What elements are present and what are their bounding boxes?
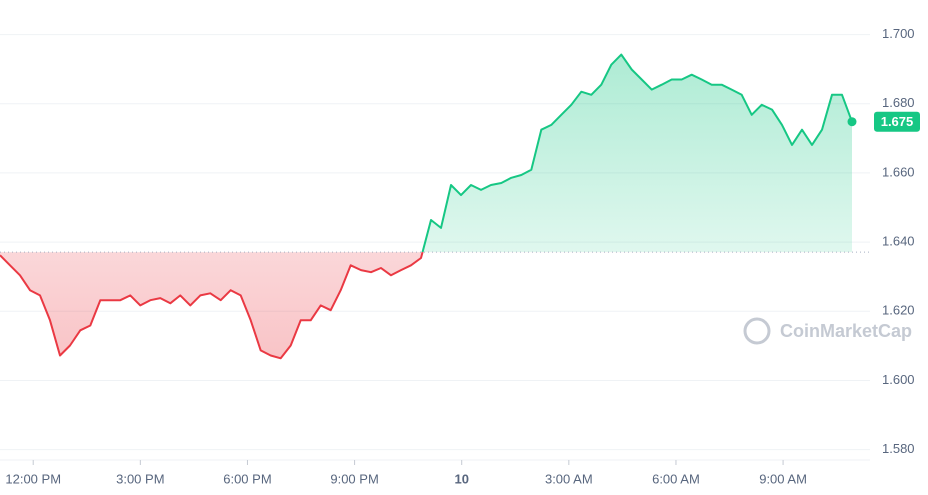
y-tick-label: 1.660	[882, 164, 915, 179]
price-line-up	[421, 53, 853, 253]
x-tick-label: 10	[454, 471, 468, 486]
watermark: CoinMarketCap	[743, 317, 912, 345]
x-tick-label: 6:00 AM	[652, 471, 700, 486]
x-tick-label: 3:00 PM	[116, 471, 164, 486]
watermark-text: CoinMarketCap	[780, 321, 912, 341]
watermark-logo	[743, 317, 771, 345]
x-tick-label: 6:00 PM	[223, 471, 271, 486]
x-tick-label: 9:00 AM	[759, 471, 807, 486]
x-tick-label: 12:00 PM	[5, 471, 61, 486]
y-tick-label: 1.700	[882, 26, 915, 41]
y-tick-label: 1.620	[882, 303, 915, 318]
x-tick-label: 3:00 AM	[545, 471, 593, 486]
y-tick-label: 1.640	[882, 234, 915, 249]
x-tick-label: 9:00 PM	[330, 471, 378, 486]
last-point	[847, 117, 857, 127]
y-tick-label: 1.580	[882, 441, 915, 456]
price-line-down	[0, 252, 424, 360]
last-price-box	[874, 111, 920, 132]
last-price-label: 1.675	[881, 114, 914, 129]
y-tick-label: 1.680	[882, 95, 915, 110]
area-down	[0, 252, 423, 359]
y-tick-label: 1.600	[882, 372, 915, 387]
area-up	[0, 54, 852, 253]
